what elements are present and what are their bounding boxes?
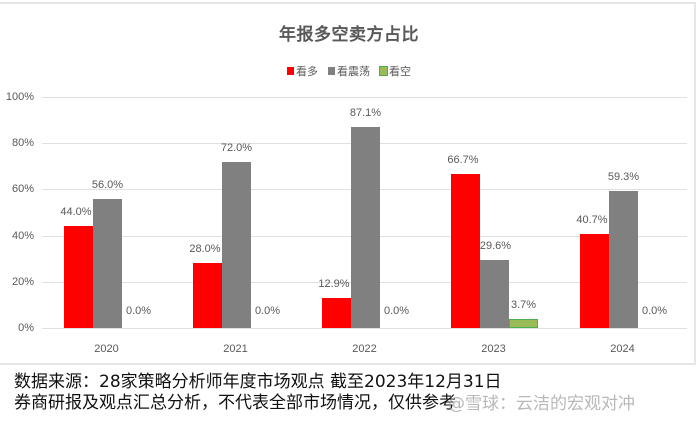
legend-label: 看震荡 <box>337 65 370 78</box>
chart-title: 年报多空卖方占比 <box>279 25 419 45</box>
x-tick-label: 2024 <box>610 343 635 355</box>
bar <box>93 198 122 328</box>
gridline <box>42 328 687 329</box>
source-note: 数据来源：28家策略分析师年度市场观点 截至2023年12月31日 券商研报及观… <box>14 372 502 414</box>
bar <box>351 126 380 328</box>
source-line-2: 券商研报及观点汇总分析，不代表全部市场情况，仅供参考 <box>14 393 456 413</box>
x-tick-label: 2021 <box>223 343 248 355</box>
data-label: 0.0% <box>383 305 410 317</box>
data-label: 0.0% <box>641 305 668 317</box>
legend-swatch <box>379 66 388 76</box>
legend-label: 看空 <box>389 65 411 78</box>
x-tick-label: 2020 <box>94 343 119 355</box>
legend-item: 看多 <box>287 63 318 79</box>
bar <box>580 233 609 328</box>
legend-item: 看空 <box>379 63 411 79</box>
bar <box>451 173 480 328</box>
data-label: 29.6% <box>479 239 512 252</box>
chart-legend: 看多 看震荡 看空 <box>0 63 698 79</box>
data-label: 28.0% <box>189 243 221 256</box>
watermark: @雪球：云洁的宏观对冲 <box>448 394 635 414</box>
data-label: 66.7% <box>447 153 479 166</box>
data-label: 72.0% <box>220 141 253 154</box>
bar <box>64 226 93 328</box>
x-tick-label: 2022 <box>352 343 377 355</box>
y-tick-label: 0% <box>18 322 34 334</box>
y-tick-label: 40% <box>11 230 34 242</box>
data-label: 0.0% <box>254 305 281 317</box>
legend-label: 看多 <box>296 65 318 78</box>
bar <box>509 319 538 328</box>
data-label: 40.7% <box>576 213 608 226</box>
bar <box>609 191 638 328</box>
data-label: 87.1% <box>349 106 382 119</box>
data-label: 0.0% <box>125 305 152 317</box>
bar <box>322 298 351 328</box>
gridline <box>42 97 687 98</box>
bar <box>193 263 222 328</box>
bar <box>222 161 251 328</box>
data-label: 44.0% <box>60 206 92 219</box>
legend-item: 看震荡 <box>328 63 370 79</box>
data-label: 56.0% <box>91 178 124 191</box>
data-label: 59.3% <box>607 171 640 184</box>
legend-swatch <box>287 67 294 75</box>
legend-swatch <box>328 67 335 75</box>
data-label: 3.7% <box>510 299 537 312</box>
y-tick-label: 100% <box>5 91 34 103</box>
y-tick-label: 80% <box>11 137 34 149</box>
x-tick-label: 2023 <box>481 343 506 355</box>
bar <box>480 259 509 328</box>
y-tick-label: 20% <box>11 276 34 288</box>
y-tick-label: 60% <box>11 183 34 195</box>
data-label: 12.9% <box>318 278 350 291</box>
source-line-1: 数据来源：28家策略分析师年度市场观点 截至2023年12月31日 <box>14 372 502 392</box>
